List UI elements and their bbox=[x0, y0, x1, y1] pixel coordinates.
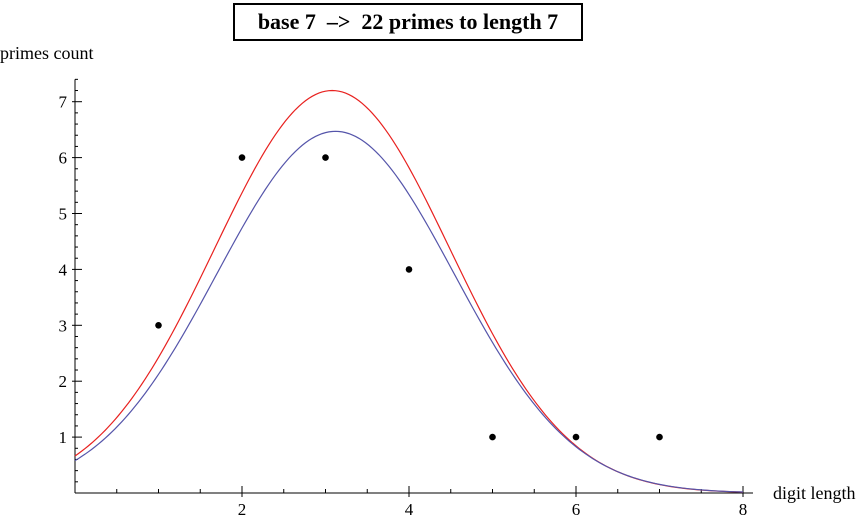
x-tick-label: 4 bbox=[405, 500, 414, 519]
data-point bbox=[322, 154, 329, 161]
y-tick-label: 4 bbox=[59, 260, 68, 279]
y-tick-label: 5 bbox=[59, 205, 68, 224]
data-point bbox=[405, 266, 413, 273]
chart-title: base 7 –> 22 primes to length 7 bbox=[233, 3, 583, 41]
data-point bbox=[238, 154, 246, 161]
data-point bbox=[489, 433, 496, 441]
x-tick-label: 6 bbox=[572, 500, 581, 519]
y-tick-label: 2 bbox=[59, 372, 68, 391]
axes: 2 4 6 8 1 2 3 4 5 6 7 bbox=[59, 78, 753, 519]
y-tick-label: 1 bbox=[59, 428, 68, 447]
y-tick-label: 7 bbox=[59, 93, 68, 112]
data-point bbox=[572, 433, 580, 441]
data-point bbox=[656, 433, 663, 441]
y-axis-label: primes count bbox=[0, 43, 94, 63]
x-tick-label: 2 bbox=[238, 500, 247, 519]
y-tick-label: 3 bbox=[59, 316, 68, 335]
curve-2 bbox=[74, 130, 744, 493]
curves bbox=[74, 89, 744, 493]
x-axis-label: digit length bbox=[773, 483, 856, 503]
y-tick-label: 6 bbox=[59, 149, 68, 168]
data-point bbox=[155, 322, 162, 329]
data-points bbox=[155, 154, 663, 441]
curve-1 bbox=[74, 89, 744, 493]
x-tick-label: 8 bbox=[739, 500, 748, 519]
